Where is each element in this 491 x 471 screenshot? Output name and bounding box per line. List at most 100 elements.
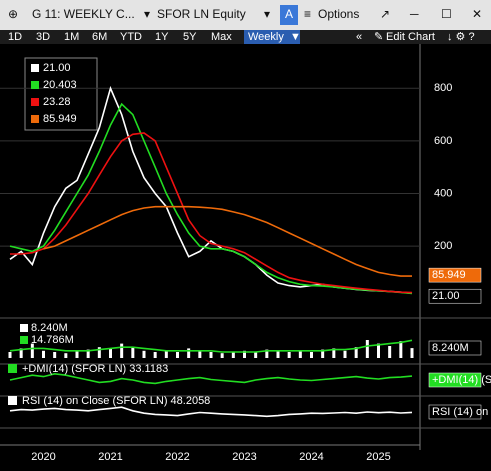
tab[interactable]: Max bbox=[211, 31, 232, 43]
tab[interactable]: 6M bbox=[92, 31, 107, 43]
y-tick-label: 600 bbox=[434, 135, 452, 147]
value-badge bbox=[428, 288, 482, 304]
volume-bar bbox=[298, 350, 302, 358]
tab[interactable]: 1M bbox=[64, 31, 79, 43]
period[interactable]: Weekly bbox=[248, 31, 284, 43]
x-tick-label: 2023 bbox=[232, 451, 256, 463]
legend-label: RSI (14) on Close (SFOR LN) 48.2058 bbox=[22, 395, 210, 407]
volume-bar bbox=[254, 352, 258, 358]
volume-bar bbox=[176, 352, 179, 358]
value-badge bbox=[428, 340, 482, 356]
legend-swatch bbox=[20, 336, 28, 344]
legend-label: 14.786M bbox=[31, 334, 74, 346]
x-tick-label: 2025 bbox=[366, 451, 390, 463]
x-tick-label: 2021 bbox=[98, 451, 122, 463]
value-badge-label: RSI (14) on Close (SFOR LN) 48.2058 bbox=[432, 406, 491, 418]
legend-label: 20.403 bbox=[43, 79, 77, 91]
volume-bar bbox=[142, 350, 146, 358]
security[interactable]: SFOR LN Equity bbox=[157, 7, 246, 21]
dropdown[interactable]: ▾ bbox=[264, 7, 270, 21]
series-line bbox=[10, 132, 413, 294]
value-badge bbox=[428, 267, 482, 283]
legend-swatch bbox=[8, 396, 17, 405]
volume-bar bbox=[153, 352, 157, 358]
volume-bar bbox=[354, 347, 358, 358]
title-bar bbox=[0, 0, 491, 30]
window-title[interactable]: G 11: WEEKLY C... bbox=[32, 7, 135, 21]
volume-bar bbox=[64, 353, 68, 358]
menu-icon[interactable]: ≡ bbox=[304, 7, 311, 21]
period-bg[interactable] bbox=[244, 30, 300, 44]
value-badge bbox=[428, 404, 482, 420]
value-badge-label: 21.00 bbox=[432, 290, 460, 302]
tabs: 1D 3D 1M 6M YTD 1Y 5Y Max bbox=[8, 31, 232, 43]
close-icon[interactable]: ✕ bbox=[472, 7, 482, 21]
tab[interactable]: YTD bbox=[120, 31, 142, 43]
series-line bbox=[9, 406, 413, 418]
legend-swatch bbox=[31, 64, 39, 72]
a-button-bg[interactable] bbox=[280, 5, 298, 25]
legend-label: 23.28 bbox=[43, 96, 71, 108]
volume-bar bbox=[86, 349, 90, 358]
legend-swatch bbox=[31, 81, 39, 89]
popout-icon[interactable]: ↗ bbox=[380, 7, 390, 21]
volume-bar bbox=[131, 347, 135, 358]
volume-bar bbox=[231, 352, 235, 358]
volume-bar bbox=[19, 348, 23, 358]
y-tick-label: 400 bbox=[434, 187, 452, 199]
maximize-icon[interactable]: ☐ bbox=[441, 7, 452, 21]
volume-bar bbox=[343, 350, 347, 358]
volume-bar bbox=[410, 348, 414, 358]
x-tick-label: 2022 bbox=[165, 451, 189, 463]
move-icon[interactable]: ⊕ bbox=[8, 7, 18, 21]
legend-label: 21.00 bbox=[43, 62, 71, 74]
legend-swatch bbox=[31, 115, 39, 123]
volume-bar bbox=[109, 348, 112, 358]
volume-bar bbox=[377, 343, 380, 358]
volume-bar bbox=[30, 343, 34, 358]
tab[interactable]: 1Y bbox=[155, 31, 169, 43]
value-badge-label: 8.240M bbox=[432, 342, 469, 354]
tab[interactable]: 1D bbox=[8, 31, 22, 43]
y-tick-label: 800 bbox=[434, 82, 452, 94]
dropdown[interactable]: ▾ bbox=[144, 7, 150, 21]
volume-bar bbox=[365, 340, 369, 358]
a-button[interactable]: A bbox=[285, 7, 293, 21]
volume-bar bbox=[399, 341, 403, 358]
series-line bbox=[9, 339, 413, 353]
edit-chart[interactable]: Edit Chart bbox=[386, 31, 435, 43]
tab[interactable]: 5Y bbox=[183, 31, 197, 43]
volume-bar bbox=[243, 350, 246, 358]
legend-swatch bbox=[8, 364, 17, 373]
volume-bar bbox=[287, 352, 291, 358]
legend-label: 85.949 bbox=[43, 113, 77, 125]
volume-bar bbox=[53, 352, 57, 358]
minimize-icon[interactable]: ─ bbox=[409, 7, 419, 21]
volume-bar bbox=[120, 343, 124, 358]
series-line bbox=[43, 205, 412, 277]
settings-icons[interactable]: ↓ ⚙ ? bbox=[447, 31, 475, 43]
edit-icon[interactable]: ✎ bbox=[374, 31, 383, 43]
y-tick-label: 200 bbox=[434, 240, 452, 252]
series-line bbox=[9, 102, 413, 295]
legend-label: 8.240M bbox=[31, 322, 68, 334]
legend-label: +DMI(14) (SFOR LN) 33.1183 bbox=[22, 363, 168, 375]
dropdown[interactable]: ▼ bbox=[290, 31, 301, 43]
volume-bar bbox=[42, 350, 45, 358]
volume-bar bbox=[75, 350, 79, 358]
collapse-icon[interactable]: « bbox=[356, 31, 362, 43]
volume-bar bbox=[198, 350, 202, 358]
volume-bar bbox=[265, 349, 269, 358]
tab[interactable]: 3D bbox=[36, 31, 50, 43]
volume-bar bbox=[97, 347, 101, 358]
legend-swatch bbox=[31, 98, 39, 106]
value-badge-label: +DMI(14) (SFOR LN) 33.1183 bbox=[432, 374, 491, 386]
volume-bar bbox=[388, 346, 392, 358]
options[interactable]: Options bbox=[318, 7, 359, 21]
legend-swatch bbox=[20, 324, 28, 332]
series-line bbox=[9, 372, 413, 385]
volume-bar bbox=[332, 348, 336, 358]
volume-bar bbox=[321, 349, 325, 358]
